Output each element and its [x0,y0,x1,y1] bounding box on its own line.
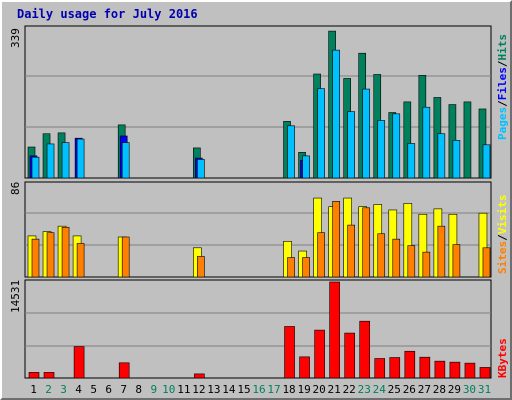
bar-pages-7 [121,142,130,179]
x-tick-label-13: 13 [207,383,220,396]
bar-pages-23 [362,88,371,179]
bar-kbytes-4 [73,346,85,379]
x-tick-label-12: 12 [192,383,205,396]
bar-sites-7 [121,236,130,278]
bar-sites-27 [422,251,431,278]
bar-pages-21 [332,49,340,179]
bar-sites-19 [302,257,310,278]
bar-kbytes-21 [329,281,340,379]
bar-kbytes-29 [449,361,461,379]
x-tick-label-6: 6 [105,383,112,396]
x-tick-label-15: 15 [237,383,250,396]
bar-sites-26 [407,245,416,278]
bar-kbytes-7 [118,362,130,379]
x-tick-label-30: 30 [463,383,476,396]
bar-sites-20 [317,232,325,278]
bar-kbytes-23 [359,320,371,379]
bar-pages-31 [482,144,491,179]
x-tick-label-4: 4 [75,383,82,396]
x-tick-label-14: 14 [222,383,236,396]
bar-sites-21 [332,201,340,278]
x-tick-label-18: 18 [282,383,295,396]
bar-pages-18 [287,125,295,179]
bar-pages-12 [197,159,205,179]
bar-kbytes-26 [404,350,416,379]
bar-hits-26 [403,101,412,179]
x-tick-label-21: 21 [328,383,341,396]
x-tick-label-5: 5 [90,383,97,396]
x-tick-label-26: 26 [403,383,416,396]
bar-sites-24 [377,233,386,278]
bar-pages-20 [317,88,325,179]
bar-kbytes-18 [284,326,295,379]
bar-sites-12 [197,256,205,278]
bar-kbytes-27 [419,356,431,379]
bar-kbytes-25 [389,357,401,379]
x-tick-label-25: 25 [388,383,401,396]
x-tick-label-19: 19 [297,383,310,396]
bar-pages-19 [302,155,310,179]
bar-kbytes-31 [479,367,491,379]
bar-sites-18 [287,257,295,278]
x-tick-label-3: 3 [60,383,67,396]
bar-kbytes-28 [434,360,446,379]
bar-kbytes-22 [344,332,355,379]
x-tick-label-9: 9 [150,383,157,396]
bar-sites-4 [76,243,85,278]
x-tick-label-17: 17 [267,383,280,396]
bar-sites-2 [46,232,55,278]
bar-kbytes-19 [299,356,310,379]
bar-sites-29 [452,244,461,278]
bar-pages-22 [347,111,355,179]
x-tick-label-2: 2 [45,383,52,396]
bar-pages-25 [392,113,401,179]
bar-kbytes-20 [314,329,325,379]
bar-kbytes-12 [194,373,205,379]
bar-pages-28 [437,133,446,179]
bar-sites-28 [437,225,446,278]
bar-sites-22 [347,224,355,278]
bar-pages-29 [452,140,461,179]
bar-pages-24 [377,120,386,179]
bar-sites-1 [31,238,40,278]
x-tick-label-22: 22 [343,383,356,396]
x-tick-label-8: 8 [135,383,142,396]
x-tick-label-20: 20 [313,383,326,396]
chart-title: Daily usage for July 2016 [17,7,198,21]
bar-pages-4 [76,138,85,179]
x-tick-label-16: 16 [252,383,265,396]
x-tick-label-27: 27 [418,383,431,396]
bar-pages-26 [407,143,416,179]
bar-sites-25 [392,238,401,278]
x-tick-label-23: 23 [358,383,371,396]
x-tick-label-11: 11 [177,383,190,396]
bar-hits-30 [463,101,472,179]
bar-pages-2 [46,143,55,179]
bar-kbytes-1 [28,372,40,379]
x-tick-label-10: 10 [162,383,175,396]
bar-kbytes-30 [464,362,476,379]
x-tick-label-28: 28 [433,383,446,396]
bar-sites-3 [61,226,70,278]
x-tick-label-31: 31 [478,383,491,396]
bar-sites-31 [482,247,491,278]
bar-sites-23 [362,207,371,278]
bar-pages-1 [31,156,40,179]
bar-pages-3 [61,142,70,179]
x-tick-label-29: 29 [448,383,461,396]
bar-kbytes-2 [43,372,55,379]
bar-pages-27 [422,106,431,179]
bar-hits-31 [478,108,487,179]
bar-kbytes-24 [374,358,386,379]
x-tick-label-1: 1 [30,383,37,396]
x-tick-label-7: 7 [120,383,127,396]
x-tick-label-24: 24 [373,383,387,396]
